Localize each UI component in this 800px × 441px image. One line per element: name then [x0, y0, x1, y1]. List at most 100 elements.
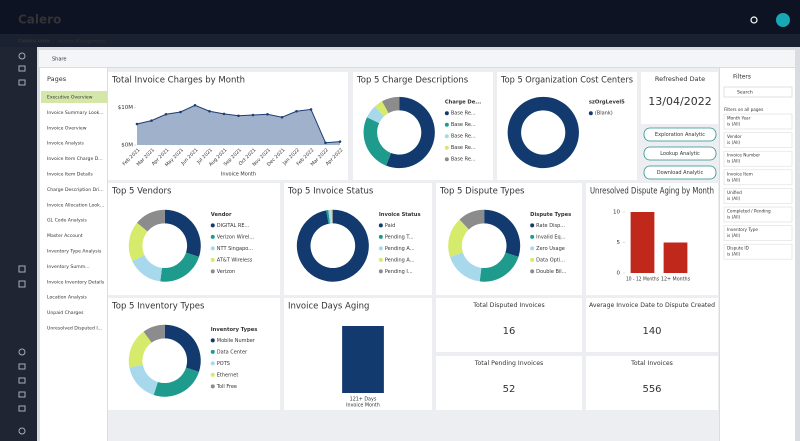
chart-title: Top 5 Charge Descriptions: [356, 76, 469, 86]
nav-icon[interactable]: [18, 427, 26, 435]
legend-swatch: [210, 223, 215, 228]
page-item[interactable]: Executive Overview: [47, 95, 93, 101]
filter-state: is (All): [727, 252, 741, 257]
page-item[interactable]: Invoice Inventory Details: [47, 279, 105, 285]
action-label[interactable]: Download Analytic: [657, 170, 704, 176]
filter-card[interactable]: [723, 243, 793, 260]
donut-slice: [448, 219, 469, 257]
page-item[interactable]: Unpaid Charges: [47, 310, 84, 316]
page-item[interactable]: Invoice Allocation Look...: [47, 202, 104, 208]
page-item[interactable]: Invoice Overview: [47, 125, 87, 131]
nav-icons: [18, 52, 26, 435]
legend-label: Ethernet: [217, 372, 239, 378]
page-item[interactable]: Unresolved Disputed I...: [47, 326, 102, 332]
legend-label: Rate Disp...: [536, 223, 565, 229]
donut-slice: [296, 209, 369, 282]
filter-card[interactable]: [723, 169, 793, 186]
logo: Calero: [18, 13, 61, 27]
page-item[interactable]: GL Code Analysis: [47, 218, 87, 224]
page-item[interactable]: Charge Description Dri...: [47, 187, 104, 193]
page-item[interactable]: Location Analysis: [47, 295, 87, 301]
x-tick-label: 121+ Days: [350, 397, 377, 403]
search-box[interactable]: [723, 86, 793, 98]
donut-slice: [128, 222, 148, 262]
kpi-value: 52: [503, 384, 516, 395]
chart-title: Top 5 Invoice Status: [287, 187, 374, 197]
point: [280, 115, 284, 119]
filter-name: Month Year: [727, 116, 751, 121]
nav-icon[interactable]: [18, 348, 26, 356]
page-item[interactable]: Invoice Item Details: [47, 172, 93, 178]
nav-rail: [0, 47, 37, 441]
donut-slice: [449, 252, 482, 282]
nav-icon[interactable]: [18, 377, 26, 384]
legend-title: Vendor: [211, 212, 232, 218]
chart-title: Total Invoice Charges by Month: [111, 76, 245, 86]
page-item[interactable]: Master Account: [47, 233, 83, 239]
legend-swatch: [444, 157, 449, 162]
point: [295, 109, 298, 113]
x-axis-label: Invoice Month: [346, 403, 380, 409]
page-item[interactable]: Invoice Item Charge D...: [47, 156, 103, 162]
legend-swatch: [444, 145, 449, 150]
nav-icon[interactable]: [18, 79, 26, 86]
avatar[interactable]: [776, 13, 790, 27]
action-button[interactable]: [643, 146, 717, 161]
breadcrumb[interactable]: Invoice Management: [58, 39, 105, 45]
action-label[interactable]: Lookup Analytic: [660, 151, 700, 157]
nav-icon[interactable]: [18, 363, 26, 370]
bar: [342, 326, 384, 393]
page-item[interactable]: Invoice Analysis: [47, 141, 84, 147]
donut-slice: [128, 331, 152, 368]
filter-card[interactable]: [723, 113, 793, 130]
filter-card[interactable]: [723, 132, 793, 148]
donut-slice: [143, 324, 165, 343]
filter-card[interactable]: [723, 150, 793, 167]
chart-title: Top 5 Dispute Types: [439, 187, 525, 197]
area: [137, 105, 340, 145]
chart-title: Invoice Days Aging: [288, 302, 369, 312]
filter-card[interactable]: [723, 206, 793, 223]
nav-icon[interactable]: [18, 65, 26, 72]
y-tick-label: $10M: [118, 105, 133, 111]
bar: [630, 212, 655, 273]
legend-label: Verizon Wirel...: [217, 234, 255, 240]
nav-icon[interactable]: [18, 391, 26, 398]
donut-slice: [164, 209, 201, 257]
filter-state: is (All): [727, 215, 741, 220]
legend-label: Pending I...: [385, 269, 413, 275]
nav-icon[interactable]: [18, 265, 26, 273]
kpi-value: 140: [642, 326, 661, 337]
point: [237, 114, 240, 118]
filter-card[interactable]: [723, 188, 793, 204]
filter-card[interactable]: [723, 225, 793, 241]
chart-title: Top 5 Vendors: [111, 187, 172, 197]
legend-swatch: [210, 349, 215, 354]
filter-state: is (All): [727, 122, 741, 127]
nav-icon[interactable]: [18, 280, 26, 288]
donut-slice: [330, 209, 333, 224]
legend-swatch: [210, 257, 215, 262]
refreshed-date: 13/04/2022: [648, 95, 711, 108]
action-button[interactable]: [643, 127, 717, 142]
donut-slice: [479, 252, 519, 282]
page-item[interactable]: Invoice Summary Look...: [47, 110, 104, 116]
legend-swatch: [378, 223, 383, 228]
action-label[interactable]: Exploration Analytic: [655, 132, 705, 138]
page-item[interactable]: Inventory Summ...: [47, 264, 90, 270]
nav-icon[interactable]: [18, 405, 26, 412]
legend-swatch: [588, 111, 593, 116]
breadcrumb[interactable]: Calero.com: [18, 39, 50, 45]
nav-icon[interactable]: [18, 52, 26, 60]
point: [135, 122, 139, 126]
search-icon[interactable]: [750, 16, 758, 24]
filter-name: Invoice Number: [727, 153, 760, 158]
action-button[interactable]: [643, 165, 717, 180]
point: [150, 119, 153, 122]
legend-label: Pending T...: [385, 234, 414, 240]
share-label[interactable]: Share: [52, 57, 66, 63]
page-item[interactable]: Inventory Type Analysis: [47, 249, 102, 255]
legend-swatch: [444, 122, 449, 127]
donut-slice: [366, 106, 385, 124]
donut-slice: [160, 252, 199, 282]
